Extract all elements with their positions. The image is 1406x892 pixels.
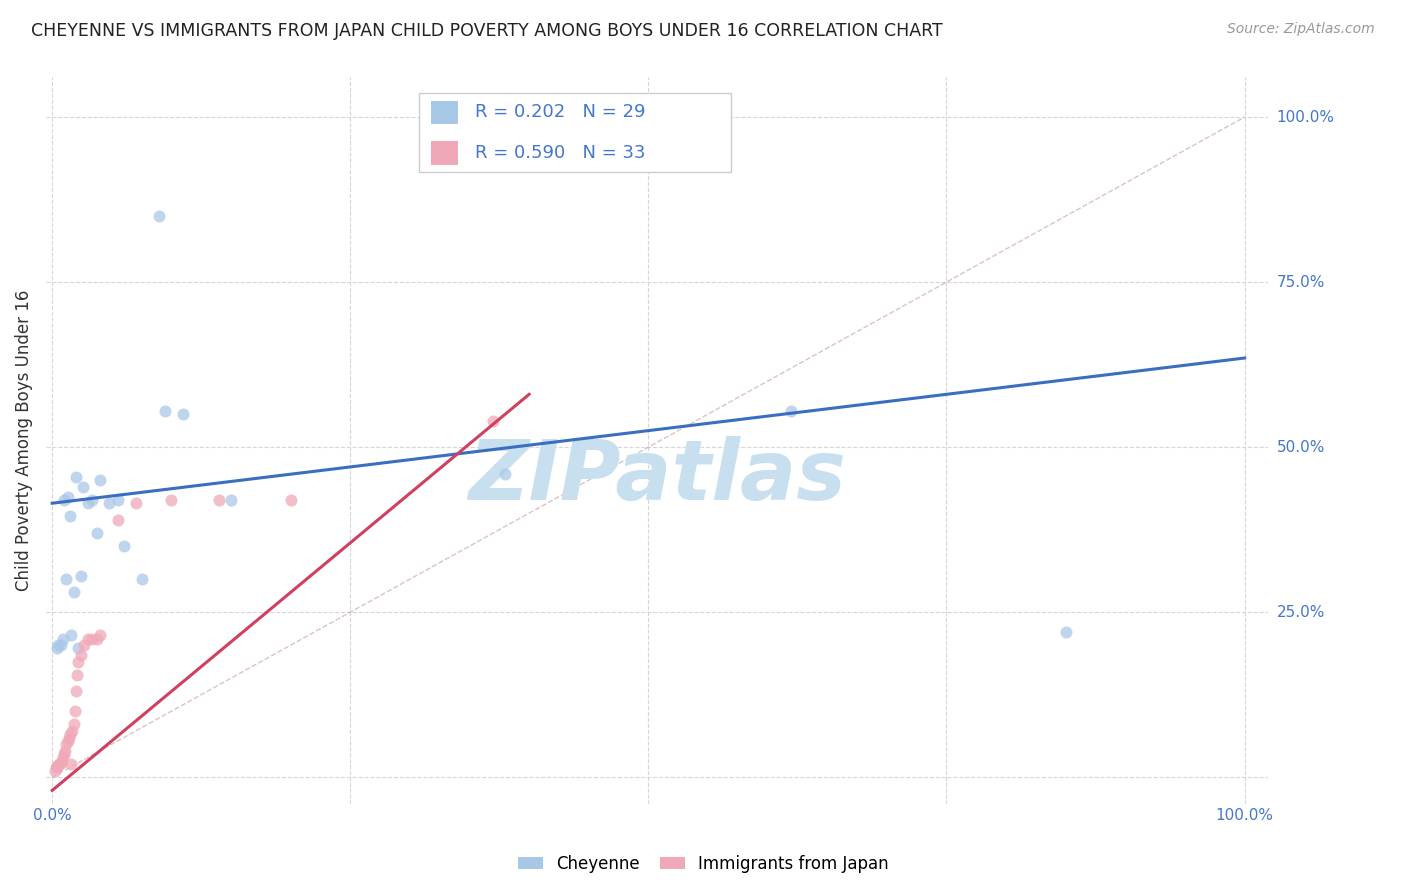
Text: Source: ZipAtlas.com: Source: ZipAtlas.com <box>1227 22 1375 37</box>
Text: 50.0%: 50.0% <box>1277 440 1324 455</box>
Text: ZIPatlas: ZIPatlas <box>468 436 846 517</box>
Point <box>494 467 516 481</box>
Point <box>65 684 87 698</box>
Point <box>53 747 76 761</box>
Point <box>155 404 177 418</box>
Point <box>63 704 86 718</box>
Point <box>73 638 96 652</box>
Text: 25.0%: 25.0% <box>1277 605 1324 620</box>
Point <box>107 513 129 527</box>
Point <box>72 480 94 494</box>
Point <box>124 496 146 510</box>
FancyBboxPatch shape <box>432 101 458 124</box>
Point <box>77 632 100 646</box>
Point <box>65 470 87 484</box>
Point <box>62 717 84 731</box>
Point <box>66 668 89 682</box>
Text: CHEYENNE VS IMMIGRANTS FROM JAPAN CHILD POVERTY AMONG BOYS UNDER 16 CORRELATION : CHEYENNE VS IMMIGRANTS FROM JAPAN CHILD … <box>31 22 942 40</box>
Point <box>49 638 72 652</box>
Point <box>107 492 129 507</box>
Point <box>52 632 75 646</box>
Point <box>86 632 108 646</box>
Point <box>131 572 153 586</box>
Point <box>45 760 67 774</box>
Point <box>45 641 67 656</box>
FancyBboxPatch shape <box>432 141 458 165</box>
Point <box>208 492 231 507</box>
Point <box>219 492 242 507</box>
Point <box>69 569 91 583</box>
Point <box>59 727 82 741</box>
Point <box>482 414 505 428</box>
Point <box>48 757 70 772</box>
Point <box>80 492 103 507</box>
Text: R = 0.590   N = 33: R = 0.590 N = 33 <box>475 144 645 162</box>
Point <box>60 757 83 772</box>
Point <box>56 734 79 748</box>
Point <box>53 744 76 758</box>
Point <box>86 525 108 540</box>
Point <box>89 473 111 487</box>
Point <box>280 492 302 507</box>
Point <box>77 496 100 510</box>
Point <box>62 585 84 599</box>
Point <box>60 628 83 642</box>
Point <box>56 490 79 504</box>
Point <box>69 648 91 662</box>
Legend: Cheyenne, Immigrants from Japan: Cheyenne, Immigrants from Japan <box>510 848 896 880</box>
Point <box>1054 624 1077 639</box>
Point <box>45 760 67 774</box>
Point <box>780 404 803 418</box>
Point <box>59 509 82 524</box>
Point <box>112 539 135 553</box>
Point <box>62 724 84 739</box>
Point <box>46 758 69 772</box>
Point <box>51 754 73 768</box>
Point <box>67 655 90 669</box>
Point <box>98 496 121 510</box>
Point <box>80 632 103 646</box>
Point <box>44 764 66 778</box>
Point <box>55 572 77 586</box>
Point <box>67 641 90 656</box>
Y-axis label: Child Poverty Among Boys Under 16: Child Poverty Among Boys Under 16 <box>15 290 32 591</box>
FancyBboxPatch shape <box>419 94 731 172</box>
Point <box>49 756 72 770</box>
Text: R = 0.202   N = 29: R = 0.202 N = 29 <box>475 103 645 121</box>
Point <box>52 750 75 764</box>
Point <box>148 209 170 223</box>
Point <box>53 492 76 507</box>
Point <box>160 492 183 507</box>
Point <box>58 731 80 745</box>
Point <box>172 407 194 421</box>
Point <box>55 737 77 751</box>
Text: 100.0%: 100.0% <box>1277 110 1334 125</box>
Point <box>89 628 111 642</box>
Point <box>46 638 69 652</box>
Text: 75.0%: 75.0% <box>1277 275 1324 290</box>
